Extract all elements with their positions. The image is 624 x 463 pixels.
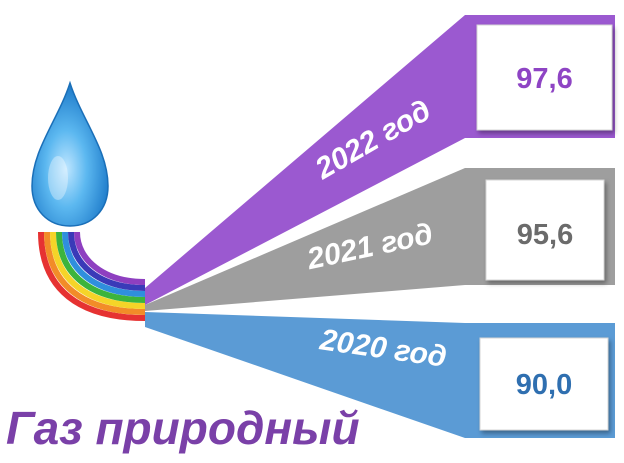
value-label-1: 95,6 — [517, 219, 573, 251]
value-box-0 — [476, 24, 613, 131]
gas-drop-icon — [31, 80, 109, 227]
chart-title: Газ природный — [6, 402, 360, 454]
rainbow-pipe-icon — [38, 231, 146, 321]
value-label-2: 90,0 — [516, 369, 572, 401]
value-label-0: 97,6 — [516, 63, 572, 95]
value-box-1 — [485, 179, 605, 281]
value-box-2 — [479, 337, 609, 431]
